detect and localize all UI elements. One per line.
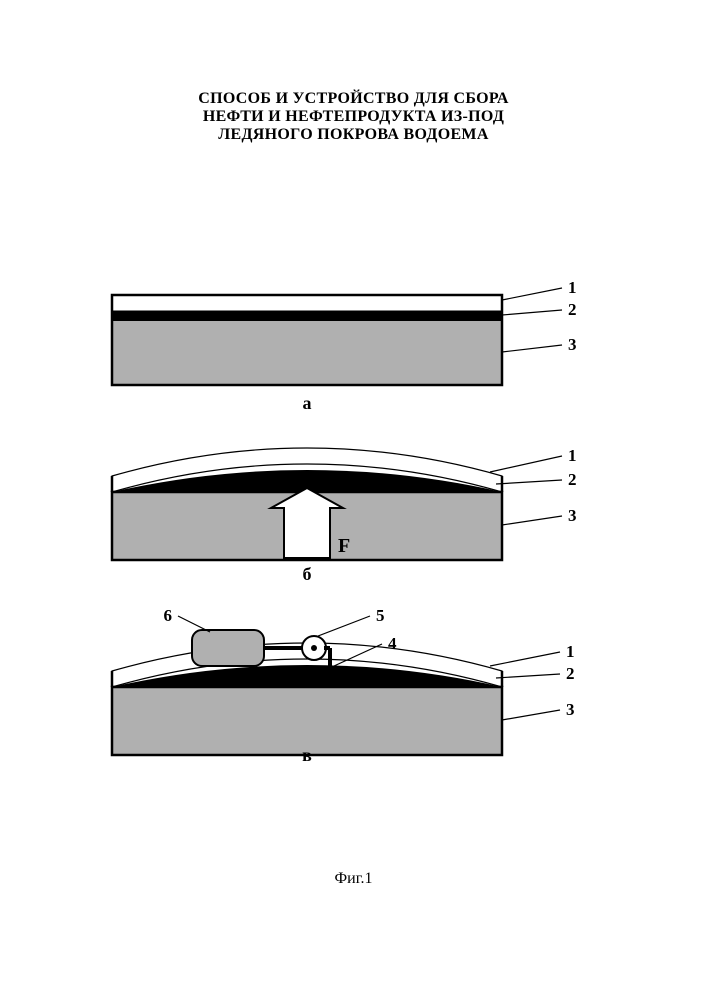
leader-label-3: 3 [568,506,577,525]
leader-label-5: 5 [376,610,385,625]
leader-label-1: 1 [566,642,575,661]
leader-label-2: 2 [568,300,577,319]
leader-label-2: 2 [568,470,577,489]
panel-c-wrap: 6 54 1 2 3 в [82,610,625,780]
figure-caption: Фиг.1 [0,870,707,888]
panel-label: в [302,745,312,765]
leader-label-3: 3 [568,335,577,354]
tank [192,630,264,666]
page-title: СПОСОБ И УСТРОЙСТВО ДЛЯ СБОРА НЕФТИ И НЕ… [0,90,707,144]
panel-a-svg: 1 2 3 а [82,280,625,430]
panel-b-wrap: F 1 2 3 б [82,440,625,590]
panel-label: а [303,393,312,413]
panel-a-wrap: 1 2 3 а [82,280,625,430]
leader-label-1: 1 [568,446,577,465]
leader-label-2: 2 [566,664,575,683]
leader-label-1: 1 [568,280,577,297]
leader-label-6: 6 [164,610,173,625]
force-label: F [338,535,350,557]
panel-c-svg: 6 54 1 2 3 в [82,610,625,780]
panel-b-svg: F 1 2 3 б [82,440,625,590]
leader-label-3: 3 [566,700,575,719]
panel-label: б [303,564,312,584]
leader-label-4: 4 [388,634,397,653]
